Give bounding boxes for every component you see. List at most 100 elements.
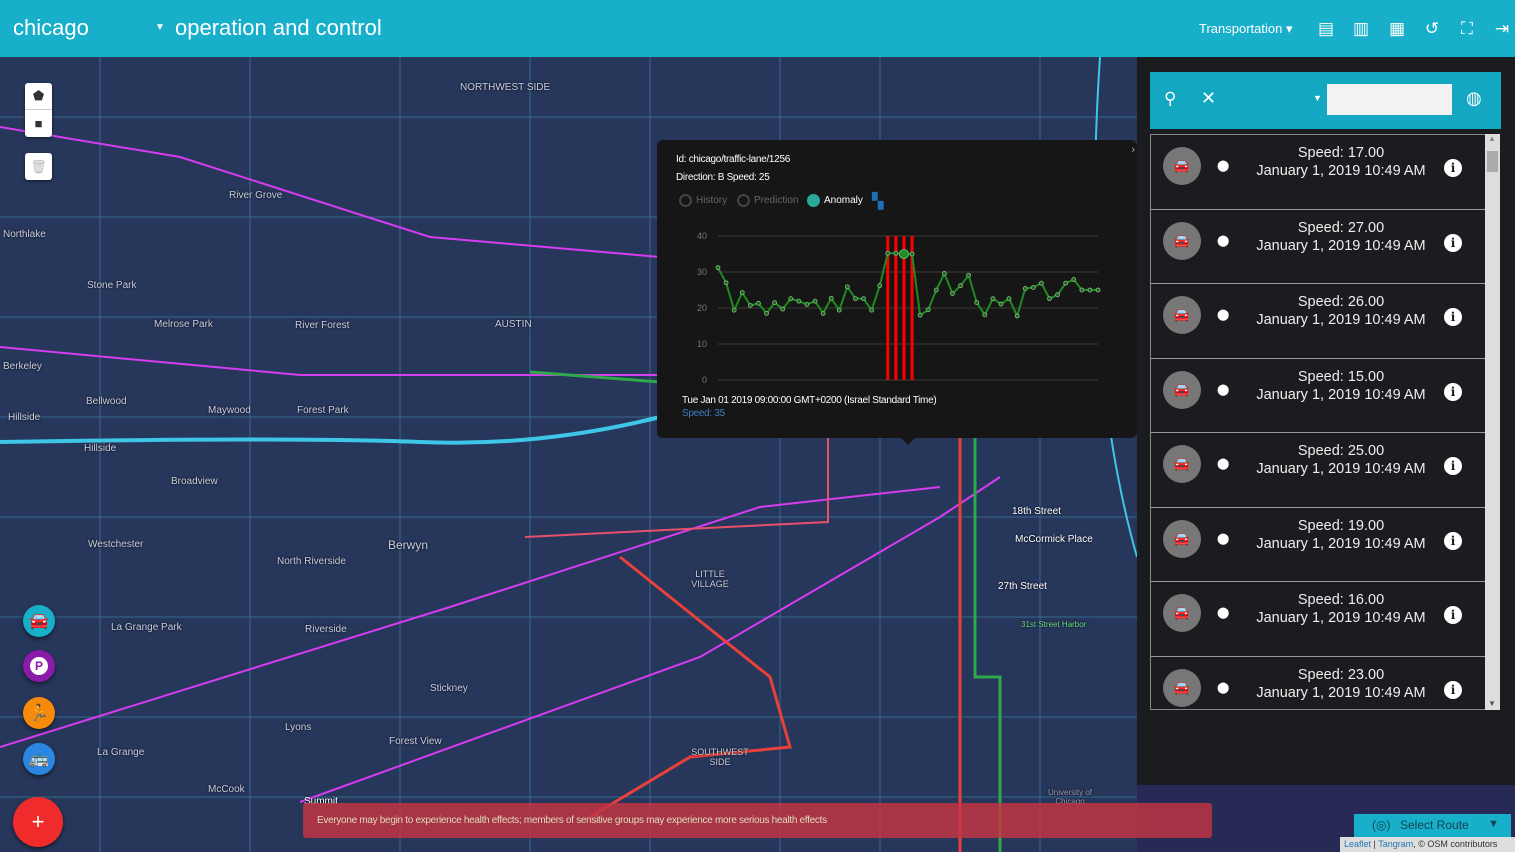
list-item[interactable]: 🚘 ⬤ Speed: 19.00 January 1, 2019 10:49 AM i xyxy=(1151,508,1488,582)
chevron-down-icon[interactable]: ▼ xyxy=(155,22,165,33)
data-point xyxy=(764,310,769,316)
data-point xyxy=(804,301,810,307)
chat-icon[interactable]: ▤ xyxy=(1317,19,1335,38)
location-pin-icon[interactable]: ⬤ xyxy=(1217,532,1230,545)
info-icon[interactable]: i xyxy=(1444,382,1462,401)
data-point xyxy=(990,296,996,302)
mode-prediction-radio[interactable]: Prediction xyxy=(737,194,798,207)
globe-icon[interactable]: ◍ xyxy=(1466,88,1482,108)
list-item[interactable]: 🚘 ⬤ Speed: 25.00 January 1, 2019 10:49 AM i xyxy=(1151,433,1488,508)
y-tick-label: 30 xyxy=(697,267,707,277)
tooltip-time: Tue Jan 01 2019 09:00:00 GMT+0200 (Israe… xyxy=(682,395,937,406)
place-label: NORTHWEST SIDE xyxy=(460,82,551,93)
close-icon[interactable]: ✕ xyxy=(1201,88,1217,108)
list-item[interactable]: 🚘 ⬤ Speed: 15.00 January 1, 2019 10:49 AM i xyxy=(1151,359,1488,433)
info-icon[interactable]: i xyxy=(1444,233,1462,252)
place-label: SOUTHWEST SIDE xyxy=(691,747,749,767)
data-point xyxy=(820,310,826,316)
station-label[interactable]: Summit xyxy=(304,796,338,807)
data-point xyxy=(715,265,721,271)
station-label[interactable]: McCormick Place xyxy=(1015,534,1093,545)
location-pin-icon[interactable]: ⬤ xyxy=(1217,234,1230,247)
list-item[interactable]: 🚘 ⬤ Speed: 26.00 January 1, 2019 10:49 AM i xyxy=(1151,284,1488,359)
data-point xyxy=(933,287,939,293)
place-label: Forest View xyxy=(389,736,442,747)
data-point xyxy=(1047,296,1052,302)
parking-icon: P xyxy=(30,657,48,675)
place-label: Berkeley xyxy=(3,361,42,372)
item-date: January 1, 2019 10:49 AM xyxy=(1256,386,1426,403)
place-label: LITTLE VILLAGE xyxy=(691,569,729,589)
dashboard-icon[interactable]: ▦ xyxy=(1388,19,1406,38)
car-icon: 🚘 xyxy=(1163,296,1201,334)
y-tick-label: 20 xyxy=(697,303,707,313)
anomaly-bar xyxy=(886,236,890,380)
info-icon[interactable]: i xyxy=(1444,680,1462,699)
tangram-link[interactable]: Tangram xyxy=(1378,839,1414,849)
location-pin-icon[interactable]: ⬤ xyxy=(1217,160,1230,172)
location-pin-icon[interactable]: ⬤ xyxy=(1217,458,1230,470)
scroll-down-icon[interactable]: ▼ xyxy=(1488,699,1496,708)
logout-icon[interactable]: ⇥ xyxy=(1494,19,1510,38)
station-label[interactable]: 18th Street xyxy=(1012,506,1061,517)
history-icon[interactable]: ↺ xyxy=(1424,19,1440,38)
list-item[interactable]: 🚘 ⬤ Speed: 23.00 January 1, 2019 10:49 AM i xyxy=(1151,657,1488,710)
scroll-up-icon[interactable]: ▲ xyxy=(1488,134,1496,143)
place-label: Forest Park xyxy=(297,405,349,416)
chart-icon[interactable]: ▥ xyxy=(1352,19,1370,38)
data-point xyxy=(756,300,761,306)
place-label: Hillside xyxy=(8,412,41,423)
chevron-right-icon[interactable]: › xyxy=(1131,144,1135,156)
mode-anomaly-radio[interactable]: Anomaly xyxy=(807,194,863,207)
data-point xyxy=(917,312,923,318)
search-icon[interactable]: ⚲ xyxy=(1164,89,1177,108)
data-point xyxy=(844,284,850,290)
item-speed: Speed: 23.00 xyxy=(1297,666,1385,683)
select-route-dropdown[interactable]: (◎) Select Route ▼ xyxy=(1354,814,1511,837)
draw-polygon-button[interactable]: ⬟ xyxy=(25,83,52,110)
list-item[interactable]: 🚘 ⬤ Speed: 27.00 January 1, 2019 10:49 AM i xyxy=(1151,210,1488,284)
info-icon[interactable]: i xyxy=(1444,606,1462,624)
data-point xyxy=(998,301,1004,307)
data-point xyxy=(853,296,858,302)
scrollbar-thumb[interactable] xyxy=(1487,151,1498,172)
info-icon[interactable]: i xyxy=(1444,308,1462,326)
delete-shape-button[interactable]: 🗑 xyxy=(25,153,52,180)
info-icon[interactable]: i xyxy=(1444,457,1462,475)
scrollbar[interactable]: ▲ ▼ xyxy=(1485,134,1500,710)
place-label: Berwyn xyxy=(388,538,429,552)
list-item[interactable]: 🚘 ⬤ Speed: 17.00 January 1, 2019 10:49 AM i xyxy=(1151,135,1488,210)
bus-layer-button[interactable]: 🚌 xyxy=(23,743,55,775)
radio-label: History xyxy=(696,195,728,206)
data-point xyxy=(731,307,737,313)
item-speed: Speed: 17.00 xyxy=(1297,145,1385,161)
data-point xyxy=(739,290,745,295)
info-icon[interactable]: i xyxy=(1444,159,1462,177)
draw-toolbar: ⬟ ■ xyxy=(25,83,52,137)
pedestrian-layer-button[interactable]: 🏃 xyxy=(23,697,55,729)
city-selector[interactable]: chicago xyxy=(13,15,89,40)
info-icon[interactable]: i xyxy=(1444,531,1462,550)
domain-selector[interactable]: Transportation ▾ xyxy=(1199,21,1293,36)
search-input[interactable] xyxy=(1327,84,1452,115)
location-pin-icon[interactable]: ⬤ xyxy=(1217,383,1230,396)
place-label: Bellwood xyxy=(86,396,127,407)
add-button[interactable]: + xyxy=(13,797,63,847)
mode-history-radio[interactable]: History xyxy=(679,194,727,207)
location-pin-icon[interactable]: ⬤ xyxy=(1217,309,1230,321)
bus-icon: 🚌 xyxy=(29,751,49,768)
chevron-down-icon[interactable]: ▼ xyxy=(1313,93,1322,103)
grid-view-icon[interactable]: ▚ xyxy=(872,193,884,210)
y-tick-label: 40 xyxy=(697,231,707,241)
place-label: Stone Park xyxy=(87,280,137,291)
parking-layer-button[interactable]: P xyxy=(23,650,55,682)
data-point xyxy=(723,280,729,286)
location-pin-icon[interactable]: ⬤ xyxy=(1217,681,1230,694)
location-pin-icon[interactable]: ⬤ xyxy=(1217,607,1230,619)
fullscreen-icon[interactable]: ⛶ xyxy=(1461,19,1473,38)
draw-rectangle-button[interactable]: ■ xyxy=(34,116,43,131)
leaflet-link[interactable]: Leaflet xyxy=(1344,839,1372,849)
list-item[interactable]: 🚘 ⬤ Speed: 16.00 January 1, 2019 10:49 AM i xyxy=(1151,582,1488,657)
station-label[interactable]: 27th Street xyxy=(998,581,1047,592)
car-layer-button[interactable]: 🚘 xyxy=(23,605,55,637)
